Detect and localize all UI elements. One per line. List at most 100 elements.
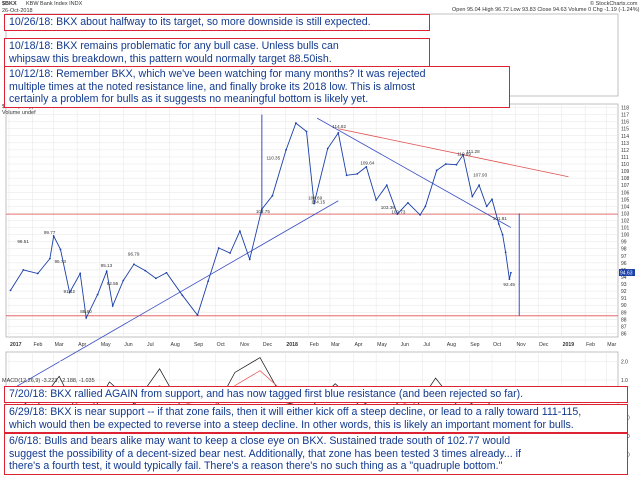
point-value-label: 95.73 [54, 259, 66, 264]
gridlines [6, 104, 618, 464]
y-tick-label: 89 [621, 310, 627, 316]
point-value-label: 110.89 [457, 152, 471, 157]
price-point [9, 289, 12, 292]
note-line: which would then be expected to reverse … [9, 418, 574, 431]
price-point [478, 184, 481, 187]
y-tick-label: 102 [621, 219, 630, 225]
price-point [385, 184, 388, 187]
price-point [79, 272, 82, 275]
price-point [424, 205, 427, 208]
x-tick-label: Jul [423, 342, 430, 348]
x-tick-label: Aug [170, 342, 179, 348]
y-tick-label: 97 [621, 254, 627, 260]
x-tick-label: Jun [124, 342, 132, 348]
point-value-label: 102.73 [391, 209, 405, 214]
y-tick-label: 91 [621, 296, 627, 302]
point-value-label: 111.28 [466, 149, 480, 154]
price-point [59, 248, 62, 251]
chart-date: 26-Oct-2018 [2, 8, 33, 14]
price-point [295, 122, 297, 124]
y-tick-label: 96 [621, 261, 627, 267]
price-point [52, 235, 55, 237]
y-tick-label: 92 [621, 289, 627, 295]
price-point [271, 194, 274, 197]
point-value-label: 104.69 [308, 196, 322, 201]
chart-brand: © StockCharts.com [590, 1, 638, 7]
x-tick-label: 2018 [286, 342, 298, 348]
point-value-label: 103.36 [381, 205, 395, 210]
x-tick-label: Sep [470, 342, 479, 348]
price-point [313, 202, 315, 205]
note-line: 6/29/18: BKX is near support -- if that … [9, 406, 582, 418]
price-point [501, 233, 504, 236]
x-tick-label: Jul [147, 342, 154, 348]
x-tick-label: May [101, 342, 111, 348]
price-point [229, 252, 231, 254]
x-tick-label: Apr [78, 342, 86, 348]
price-point [22, 269, 25, 271]
note-line: 6/6/18: Bulls and bears alike may want t… [9, 435, 511, 447]
x-tick-label: Oct [493, 342, 502, 348]
point-value-label: 92.45 [503, 282, 515, 287]
point-value-label: 95.13 [101, 263, 113, 268]
chart-symbol: $BKX [2, 1, 17, 7]
x-tick-label: Dec [263, 342, 273, 348]
point-labels: 98.51 99.77 95.73 91.42 88.60 95.13 92.55 96.79… [17, 124, 515, 314]
point-value-label: 102.75 [256, 209, 270, 214]
y-tick-label: 115 [621, 127, 629, 133]
resistance-line [338, 128, 569, 178]
macd-y-tick-label: 1.0 [621, 378, 628, 384]
x-tick-label: Nov [240, 342, 250, 348]
y-tick-label: 111 [621, 155, 629, 161]
note-line: there's a fourth test, it would typicall… [9, 460, 503, 472]
price-point [217, 247, 220, 249]
price-point [345, 174, 348, 177]
x-tick-label: 2019 [563, 342, 575, 348]
price-point [248, 258, 251, 261]
price-point [337, 132, 340, 134]
price-point [365, 165, 368, 168]
chart-quote: Open 95.04 High 96.72 Low 93.83 Close 94… [452, 7, 640, 13]
y-tick-label: 101 [621, 226, 630, 232]
y-tick-label: 87 [621, 324, 627, 330]
note-10-18-18: 10/18/18: BKX remains problematic for an… [4, 38, 430, 67]
y-tick-label: 90 [621, 303, 627, 309]
chart-legend-macd: MACD(12,26,9) -3.223, -2.188, -1.035 [2, 378, 95, 384]
y-tick-label: 109 [621, 169, 630, 175]
price-point [491, 198, 493, 201]
price-point [96, 293, 99, 296]
x-tick-label: Apr [354, 342, 362, 348]
y-tick-label: 117 [621, 113, 629, 119]
note-line: suggest the possibility of a decent-size… [9, 447, 521, 460]
y-tick-label: 116 [621, 120, 629, 126]
price-point [85, 317, 88, 319]
point-value-label: 88.60 [80, 309, 92, 314]
price-point [462, 153, 465, 156]
x-tick-label: May [377, 342, 387, 348]
macd-y-tick-label: 2.0 [621, 359, 628, 365]
x-tick-label: Aug [447, 342, 456, 348]
note-line: 10/26/18: BKX about halfway to its targe… [9, 16, 371, 28]
y-tick-label: 106 [621, 190, 630, 196]
price-point [504, 251, 507, 254]
price-point [396, 213, 399, 216]
y-tick-label: 100 [621, 233, 630, 239]
point-value-label: 96.79 [128, 251, 140, 256]
price-line [10, 122, 512, 320]
point-value-label: 104.15 [311, 199, 325, 204]
price-point [144, 269, 147, 272]
price-point [326, 147, 329, 150]
price-point [375, 199, 378, 201]
x-tick-label: Nov [516, 342, 526, 348]
y-tick-label: 93 [621, 282, 627, 288]
point-value-label: 114.82 [332, 124, 346, 129]
y-tick-label: 114 [621, 134, 629, 140]
price-series [9, 122, 512, 320]
y-tick-label: 118 [621, 106, 629, 112]
chart-legend-volume: Volume undef [2, 110, 36, 116]
x-tick-label: Mar [55, 342, 64, 348]
y-tick-label: 108 [621, 176, 630, 182]
y-tick-label: 113 [621, 141, 629, 147]
note-6-29-18: 6/29/18: BKX is near support -- if that … [4, 404, 628, 433]
